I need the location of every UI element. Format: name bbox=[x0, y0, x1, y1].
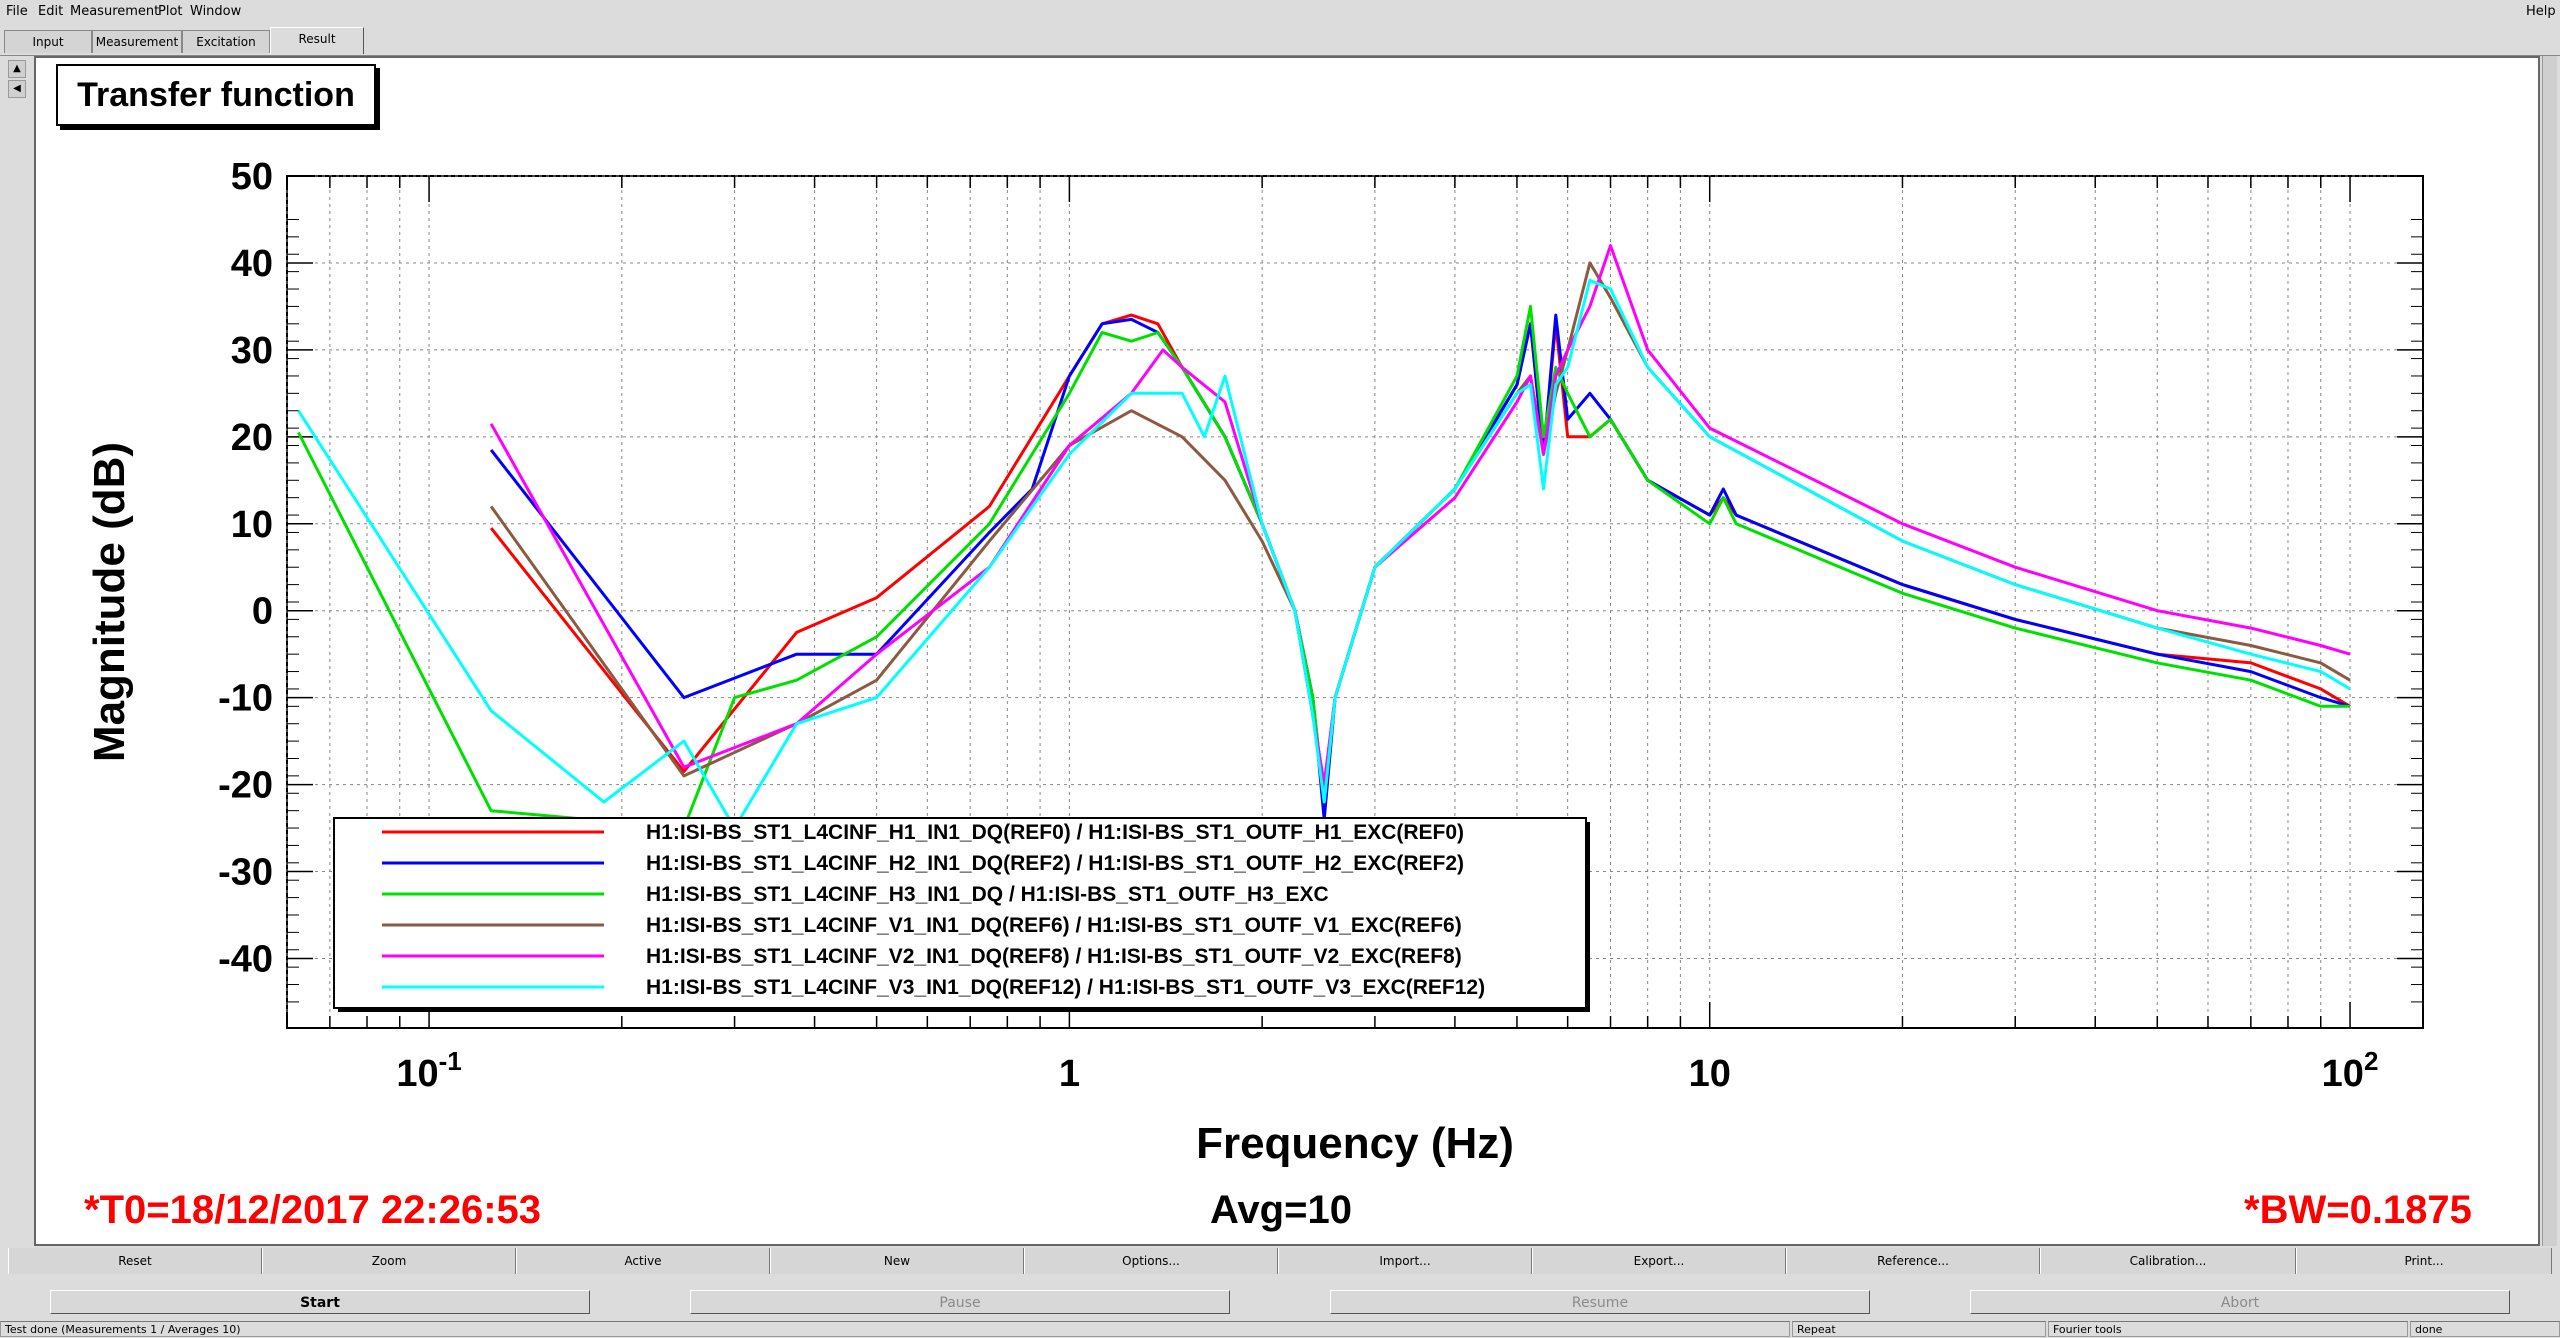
x-tick-label: 10 bbox=[1689, 1053, 1731, 1095]
status-bar: Test done (Measurements 1 / Averages 10)… bbox=[0, 1320, 2560, 1338]
series-group bbox=[297, 244, 2351, 830]
y-tick-label: 0 bbox=[252, 591, 273, 633]
legend-label-3: H1:ISI-BS_ST1_L4CINF_V1_IN1_DQ(REF6) / H… bbox=[646, 914, 1462, 937]
y-tick-label: -40 bbox=[218, 938, 273, 980]
export-button[interactable]: Export... bbox=[1532, 1248, 1786, 1274]
scroll-left-icon[interactable]: ◀ bbox=[8, 80, 26, 98]
tab-measurement[interactable]: Measurement bbox=[92, 30, 182, 53]
avg-label: Avg=10 bbox=[1210, 1188, 1352, 1232]
options-button[interactable]: Options... bbox=[1024, 1248, 1278, 1274]
abort-button[interactable]: Abort bbox=[1970, 1290, 2510, 1314]
y-tick-label: 50 bbox=[231, 156, 273, 198]
y-tick-label: -20 bbox=[218, 765, 273, 807]
vertical-scrollbar[interactable] bbox=[2542, 56, 2557, 1246]
menu-plot[interactable]: Plot bbox=[158, 4, 183, 19]
y-tick-label: 30 bbox=[231, 330, 273, 372]
print-button[interactable]: Print... bbox=[2296, 1248, 2552, 1274]
import-button[interactable]: Import... bbox=[1278, 1248, 1532, 1274]
legend-label-4: H1:ISI-BS_ST1_L4CINF_V2_IN1_DQ(REF8) / H… bbox=[646, 945, 1462, 968]
legend-label-5: H1:ISI-BS_ST1_L4CINF_V3_IN1_DQ(REF12) / … bbox=[646, 976, 1485, 999]
transfer-function-chart: 50 40 30 20 10 0 -10 -20 -30 -40 10-1 1 10 102 Frequen… bbox=[85, 156, 2424, 1168]
zoom-button[interactable]: Zoom bbox=[262, 1248, 516, 1274]
menu-bar: File Edit Measurement Plot Window Help bbox=[0, 0, 2560, 24]
reference-button[interactable]: Reference... bbox=[1786, 1248, 2040, 1274]
legend-label-0: H1:ISI-BS_ST1_L4CINF_H1_IN1_DQ(REF0) / H… bbox=[646, 821, 1464, 844]
tab-result[interactable]: Result bbox=[270, 27, 364, 54]
menu-help[interactable]: Help bbox=[2526, 4, 2556, 19]
reset-button[interactable]: Reset bbox=[8, 1248, 262, 1274]
menu-edit[interactable]: Edit bbox=[38, 4, 64, 19]
active-button[interactable]: Active bbox=[516, 1248, 770, 1274]
legend-label-2: H1:ISI-BS_ST1_L4CINF_H3_IN1_DQ / H1:ISI-… bbox=[646, 883, 1329, 906]
y-tick-label: 10 bbox=[231, 504, 273, 546]
legend: H1:ISI-BS_ST1_L4CINF_H1_IN1_DQ(REF0) / H… bbox=[333, 817, 1590, 1012]
tab-input[interactable]: Input bbox=[4, 30, 92, 53]
status-repeat: Repeat bbox=[1792, 1321, 2046, 1337]
pad-scroll-arrows: ▲ ◀ bbox=[8, 60, 26, 98]
axis-ticks bbox=[286, 175, 2423, 1028]
pause-button[interactable]: Pause bbox=[690, 1290, 1230, 1314]
menu-measurement[interactable]: Measurement bbox=[70, 4, 160, 19]
plot-title: Transfer function bbox=[56, 64, 376, 126]
bw-label: *BW=0.1875 bbox=[2244, 1188, 2472, 1232]
y-tick-label: -30 bbox=[218, 852, 273, 894]
y-axis-title: Magnitude (dB) bbox=[85, 442, 134, 762]
start-button[interactable]: Start bbox=[50, 1290, 590, 1314]
tab-excitation[interactable]: Excitation bbox=[182, 30, 270, 53]
status-message: Test done (Measurements 1 / Averages 10) bbox=[0, 1321, 1790, 1337]
legend-label-1: H1:ISI-BS_ST1_L4CINF_H2_IN1_DQ(REF2) / H… bbox=[646, 852, 1464, 875]
y-tick-label: 40 bbox=[231, 243, 273, 285]
scroll-up-icon[interactable]: ▲ bbox=[8, 60, 26, 78]
new-button[interactable]: New bbox=[770, 1248, 1024, 1274]
x-tick-label: 102 bbox=[2322, 1046, 2379, 1095]
status-done: done bbox=[2410, 1321, 2560, 1337]
menu-window[interactable]: Window bbox=[190, 4, 242, 19]
menu-file[interactable]: File bbox=[6, 4, 28, 19]
x-tick-label: 10-1 bbox=[396, 1046, 461, 1095]
control-button-bar: Start Pause Resume Abort bbox=[0, 1280, 2560, 1320]
tab-bar: Input Measurement Excitation Result bbox=[0, 24, 2560, 56]
y-tick-label: 20 bbox=[231, 417, 273, 459]
x-tick-label: 1 bbox=[1059, 1053, 1080, 1095]
x-axis-title: Frequency (Hz) bbox=[1196, 1119, 1514, 1168]
plot-button-bar: Reset Zoom Active New Options... Import.… bbox=[8, 1248, 2552, 1274]
t0-label: *T0=18/12/2017 22:26:53 bbox=[84, 1188, 542, 1232]
series-line-5 bbox=[297, 278, 2351, 830]
axis-labels: 50 40 30 20 10 0 -10 -20 -30 -40 10-1 1 10 102 Frequen… bbox=[85, 156, 2378, 1168]
calibration-button[interactable]: Calibration... bbox=[2040, 1248, 2296, 1274]
legend-box bbox=[333, 817, 1587, 1009]
status-tools: Fourier tools bbox=[2048, 1321, 2408, 1337]
resume-button[interactable]: Resume bbox=[1330, 1290, 1870, 1314]
y-tick-label: -10 bbox=[218, 678, 273, 720]
series-line-4 bbox=[489, 244, 2351, 787]
